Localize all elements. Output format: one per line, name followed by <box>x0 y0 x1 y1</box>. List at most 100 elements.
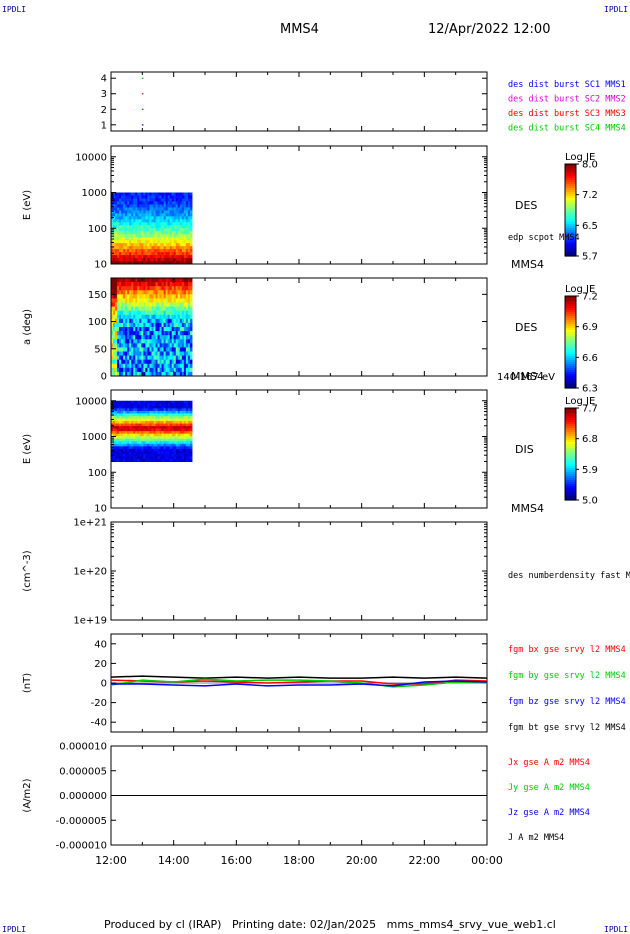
spectrogram-cell <box>131 231 134 235</box>
spectrogram-cell <box>177 355 181 361</box>
spectrogram-cell <box>181 423 185 427</box>
spectrogram-cell <box>137 222 140 226</box>
spectrogram-cell <box>181 204 185 208</box>
spectrogram-cell <box>179 243 183 247</box>
spectrogram-cell <box>153 355 157 361</box>
panel-2-colorbar-segment <box>565 318 576 321</box>
spectrogram-cell <box>167 219 171 223</box>
spectrogram-cell <box>165 355 169 361</box>
spectrogram-cell <box>173 451 177 455</box>
spectrogram-cell <box>177 433 181 437</box>
spectrogram-cell <box>173 367 177 373</box>
panel-3-colorbar-segment <box>565 462 576 465</box>
spectrogram-cell <box>149 418 152 422</box>
spectrogram-cell <box>123 302 126 308</box>
spectrogram-cell <box>159 363 163 369</box>
spectrogram-cell <box>135 306 138 312</box>
spectrogram-cell <box>119 261 122 265</box>
spectrogram-cell <box>131 453 134 457</box>
spectrogram-cell <box>149 339 152 344</box>
spectrogram-cell <box>161 367 165 373</box>
spectrogram-cell <box>173 436 177 440</box>
spectrogram-cell <box>123 249 126 253</box>
spectrogram-cell <box>181 371 185 377</box>
spectrogram-cell <box>147 204 150 208</box>
panel-2-colorbar-segment <box>565 348 576 351</box>
spectrogram-cell <box>125 413 128 417</box>
spectrogram-cell <box>123 453 126 457</box>
spectrogram-cell <box>121 436 124 440</box>
spectrogram-cell <box>115 423 118 427</box>
spectrogram-cell <box>165 327 169 332</box>
spectrogram-cell <box>135 225 138 229</box>
spectrogram-cell <box>169 255 173 259</box>
spectrogram-cell <box>135 201 138 205</box>
spectrogram-cell <box>185 204 189 208</box>
spectrogram-cell <box>153 237 157 241</box>
spectrogram-cell <box>151 400 154 404</box>
spectrogram-cell <box>159 413 163 417</box>
spectrogram-cell <box>189 207 193 211</box>
spectrogram-cell <box>157 431 161 435</box>
spectrogram-cell <box>145 298 148 303</box>
spectrogram-cell <box>129 438 132 442</box>
spectrogram-cell <box>119 448 122 452</box>
panel-3-y-tick-label: 10000 <box>75 396 107 407</box>
spectrogram-cell <box>163 290 167 295</box>
panel-2-colorbar-tick-label: 6.3 <box>582 384 598 395</box>
spectrogram-cell <box>129 456 132 460</box>
spectrogram-cell <box>125 441 128 445</box>
spectrogram-cell <box>135 458 138 462</box>
spectrogram-cell <box>157 219 161 223</box>
spectrogram-cell <box>171 234 175 238</box>
spectrogram-cell <box>149 441 152 445</box>
spectrogram-cell <box>133 261 136 265</box>
spectrogram-cell <box>143 355 146 361</box>
spectrogram-cell <box>179 451 183 455</box>
spectrogram-cell <box>167 302 171 308</box>
spectrogram-cell <box>147 441 150 445</box>
spectrogram-cell <box>131 213 134 217</box>
spectrogram-cell <box>185 433 189 437</box>
spectrogram-cell <box>187 331 191 336</box>
panel-1-spacecraft-label: MMS4 <box>511 258 544 271</box>
panel-6-y-tick-label: -0.000005 <box>56 816 107 827</box>
spectrogram-cell <box>157 216 161 220</box>
panel-2-colorbar-segment <box>565 308 576 311</box>
spectrogram-cell <box>157 278 161 283</box>
spectrogram-cell <box>113 431 116 435</box>
spectrogram-cell <box>125 322 128 328</box>
spectrogram-cell <box>115 258 118 262</box>
spectrogram-cell <box>121 327 124 332</box>
spectrogram-cell <box>141 216 144 220</box>
spectrogram-cell <box>137 225 140 229</box>
panel-2-colorbar-segment <box>565 350 576 353</box>
panel-4-y-axis-label: (cm^-3) <box>22 550 33 591</box>
spectrogram-cell <box>141 228 144 232</box>
spectrogram-cell <box>157 204 161 208</box>
spectrogram-cell <box>143 255 146 259</box>
spectrogram-cell <box>175 314 179 320</box>
spectrogram-cell <box>157 446 161 450</box>
spectrogram-cell <box>127 335 130 340</box>
spectrogram-cell <box>189 410 193 414</box>
spectrogram-cell <box>139 282 142 287</box>
spectrogram-cell <box>141 207 144 211</box>
spectrogram-cell <box>125 443 128 447</box>
spectrogram-cell <box>155 403 159 407</box>
spectrogram-cell <box>131 310 134 316</box>
spectrogram-cell <box>129 431 132 435</box>
spectrogram-cell <box>169 246 173 250</box>
spectrogram-cell <box>123 355 126 361</box>
spectrogram-cell <box>149 363 152 369</box>
spectrogram-cell <box>169 213 173 217</box>
spectrogram-cell <box>169 237 173 241</box>
spectrogram-cell <box>123 405 126 409</box>
spectrogram-cell <box>167 339 171 344</box>
spectrogram-cell <box>141 225 144 229</box>
spectrogram-cell <box>125 343 128 348</box>
spectrogram-cell <box>125 286 128 291</box>
spectrogram-cell <box>173 195 177 199</box>
spectrogram-cell <box>179 252 183 256</box>
spectrogram-cell <box>167 453 171 457</box>
